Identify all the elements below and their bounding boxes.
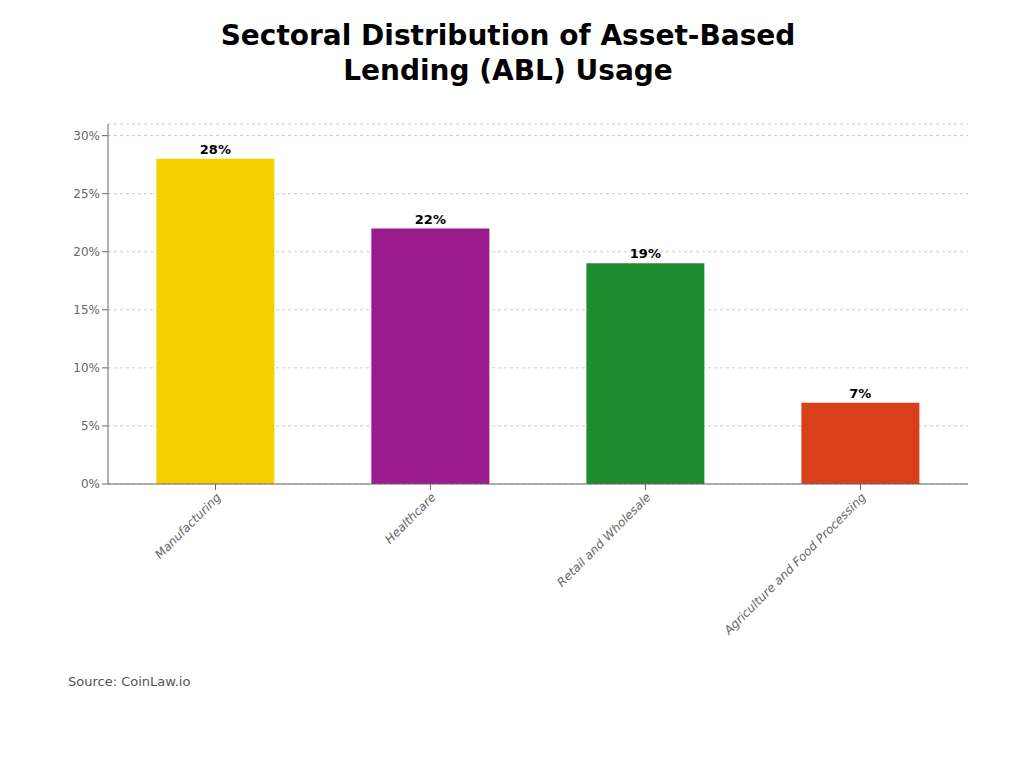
svg-text:5%: 5% bbox=[81, 419, 100, 433]
svg-text:19%: 19% bbox=[630, 246, 661, 261]
html-text:Lending (ABL) Usage: Lending (ABL) Usage bbox=[343, 54, 673, 87]
svg-text:0%: 0% bbox=[81, 477, 100, 491]
svg-text:Agriculture and Food Processin: Agriculture and Food Processing bbox=[721, 490, 869, 638]
html-text:Sectoral Distribution of Asset: Sectoral Distribution of Asset-Based bbox=[220, 19, 796, 52]
svg-text:15%: 15% bbox=[73, 303, 100, 317]
svg-text:28%: 28% bbox=[200, 142, 231, 157]
svg-text:Healthcare: Healthcare bbox=[382, 490, 438, 546]
svg-text:Retail and Wholesale: Retail and Wholesale bbox=[554, 490, 653, 589]
svg-text:30%: 30% bbox=[73, 129, 100, 143]
svg-text:20%: 20% bbox=[73, 245, 100, 259]
svg-text:7%: 7% bbox=[849, 386, 871, 401]
svg-text:Manufacturing: Manufacturing bbox=[152, 490, 224, 562]
html-text:Source: CoinLaw.io: Source: CoinLaw.io bbox=[68, 674, 191, 689]
svg-text:22%: 22% bbox=[415, 212, 446, 227]
svg-text:10%: 10% bbox=[73, 361, 100, 375]
svg-text:25%: 25% bbox=[73, 187, 100, 201]
